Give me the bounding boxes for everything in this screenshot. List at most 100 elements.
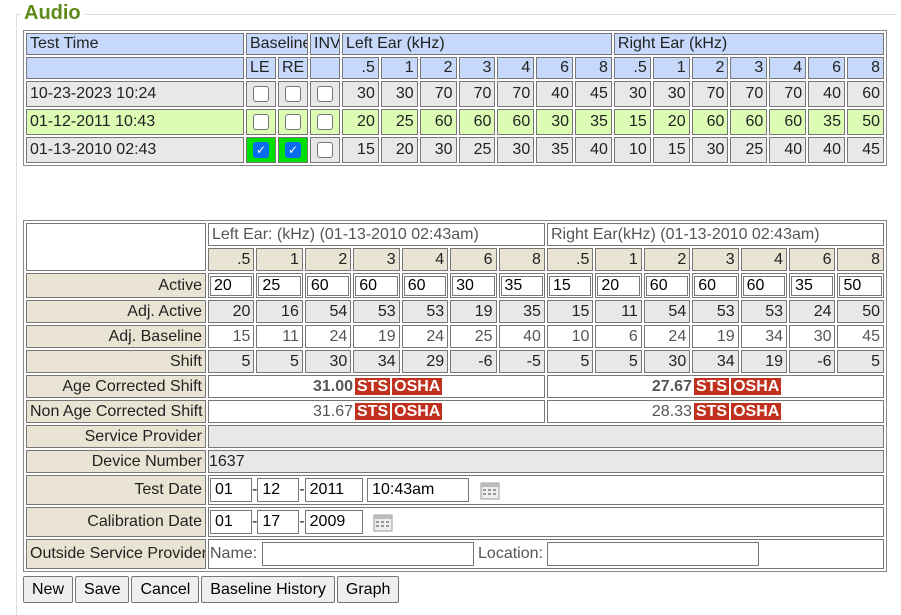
cancel-button[interactable]: Cancel bbox=[131, 576, 200, 603]
freq-header-left: 8 bbox=[575, 57, 612, 79]
active-cell bbox=[740, 273, 788, 298]
calendar-icon[interactable] bbox=[373, 512, 393, 532]
left-ear-value: 45 bbox=[575, 81, 612, 107]
table-row[interactable]: 01-12-2011 10:43 20 25 60 60 60 30 35 15 20 60 60 60… bbox=[26, 109, 884, 135]
le-checkbox[interactable] bbox=[253, 85, 269, 102]
right-active-input[interactable] bbox=[694, 275, 737, 296]
left-shift-value: 31.00 bbox=[312, 377, 353, 395]
right-adj-baseline-value: 10 bbox=[546, 325, 594, 348]
left-ear-value: 30 bbox=[536, 109, 574, 135]
audiogram-history-table: Test Time Baseline INV Left Ear (kHz) Ri… bbox=[23, 30, 887, 166]
non-age-corrected-label: Non Age Corrected Shift bbox=[26, 400, 206, 423]
calibration-date-year[interactable] bbox=[304, 510, 363, 534]
outside-name-input[interactable] bbox=[261, 542, 474, 566]
test-time: 01-12-2011 10:43 bbox=[26, 109, 244, 135]
osha-badge: OSHA bbox=[731, 377, 782, 395]
right-active-input[interactable] bbox=[548, 275, 592, 296]
inv-checkbox[interactable] bbox=[317, 85, 333, 102]
left-shift-value: 30 bbox=[304, 350, 352, 373]
active-cell bbox=[208, 273, 255, 298]
left-shift-value: -5 bbox=[498, 350, 545, 373]
left-active-input[interactable] bbox=[210, 275, 253, 296]
test-date-day[interactable] bbox=[257, 478, 300, 502]
inv-checkbox[interactable] bbox=[317, 141, 333, 158]
freq-header-left: 4 bbox=[497, 57, 535, 79]
audio-fieldset bbox=[16, 14, 897, 615]
right-active-input[interactable] bbox=[645, 275, 689, 296]
right-active-input[interactable] bbox=[597, 275, 640, 296]
left-adj-active-value: 53 bbox=[353, 300, 400, 323]
right-shift-value: 5 bbox=[595, 350, 642, 373]
left-active-input[interactable] bbox=[452, 275, 495, 296]
left-ear-value: 70 bbox=[458, 81, 496, 107]
right-adj-baseline-value: 6 bbox=[595, 325, 642, 348]
right-ear-value: 40 bbox=[808, 81, 845, 107]
active-cell bbox=[692, 273, 739, 298]
active-cell bbox=[304, 273, 352, 298]
baseline-le-cell bbox=[246, 109, 276, 135]
outside-location-input[interactable] bbox=[547, 542, 760, 566]
corner-blank bbox=[26, 223, 206, 271]
inv-checkbox[interactable] bbox=[317, 113, 333, 130]
test-date-year[interactable] bbox=[304, 478, 363, 502]
right-shift-value: 30 bbox=[643, 350, 691, 373]
right-ear-value: 60 bbox=[846, 81, 884, 107]
right-active-input[interactable] bbox=[791, 275, 834, 296]
baseline-le-cell bbox=[246, 81, 276, 107]
freq-header-right: 4 bbox=[740, 248, 788, 271]
left-active-input[interactable] bbox=[500, 275, 543, 296]
sts-badge: STS bbox=[355, 402, 391, 420]
baseline-history-button[interactable]: Baseline History bbox=[201, 576, 335, 603]
right-ear-value: 70 bbox=[691, 81, 729, 107]
graph-button[interactable]: Graph bbox=[336, 576, 400, 603]
new-button[interactable]: New bbox=[23, 576, 74, 603]
left-active-input[interactable] bbox=[403, 275, 447, 296]
left-adj-baseline-value: 25 bbox=[450, 325, 497, 348]
right-shift-value: 34 bbox=[692, 350, 739, 373]
left-ear-detail-header: Left Ear: (kHz) (01-13-2010 02:43am) bbox=[208, 223, 545, 246]
left-adj-active-value: 53 bbox=[401, 300, 449, 323]
freq-header-left: 6 bbox=[450, 248, 497, 271]
left-active-input[interactable] bbox=[258, 275, 301, 296]
header-left-ear: Left Ear (kHz) bbox=[342, 33, 612, 55]
left-shift-value: -6 bbox=[450, 350, 497, 373]
device-number-label: Device Number bbox=[26, 450, 206, 473]
right-ear-value: 70 bbox=[769, 81, 807, 107]
left-ear-value: 35 bbox=[536, 137, 574, 163]
right-adj-baseline-value: 45 bbox=[837, 325, 884, 348]
left-active-input[interactable] bbox=[355, 275, 398, 296]
test-time: 10-23-2023 10:24 bbox=[26, 81, 244, 107]
freq-header-right: 6 bbox=[789, 248, 836, 271]
calibration-date-day[interactable] bbox=[257, 510, 300, 534]
test-date-label: Test Date bbox=[26, 475, 206, 505]
calendar-icon[interactable] bbox=[480, 480, 500, 500]
right-ear-value: 40 bbox=[808, 137, 845, 163]
right-ear-value: 50 bbox=[846, 109, 884, 135]
le-checkbox[interactable] bbox=[253, 113, 269, 130]
re-checkbox[interactable] bbox=[285, 113, 301, 130]
right-adj-active-value: 24 bbox=[789, 300, 836, 323]
table-row[interactable]: 01-13-2010 02:43 ✓ ✓ 15 20 30 25 30 35 40 10 15 30 25… bbox=[26, 137, 884, 163]
re-checkbox[interactable]: ✓ bbox=[285, 141, 301, 158]
left-ear-value: 20 bbox=[380, 137, 418, 163]
freq-header-right: 2 bbox=[643, 248, 691, 271]
table-row[interactable]: 10-23-2023 10:24 30 30 70 70 70 40 45 30 30 70 70 70… bbox=[26, 81, 884, 107]
freq-header-right: 6 bbox=[808, 57, 845, 79]
left-adj-baseline-value: 15 bbox=[208, 325, 255, 348]
right-ear-value: 30 bbox=[613, 81, 651, 107]
re-checkbox[interactable] bbox=[285, 85, 301, 102]
freq-header-right: 2 bbox=[691, 57, 729, 79]
freq-header-left: 1 bbox=[380, 57, 418, 79]
right-active-input[interactable] bbox=[839, 275, 882, 296]
freq-header-right: 1 bbox=[652, 57, 690, 79]
test-time-input[interactable] bbox=[367, 478, 470, 502]
save-button[interactable]: Save bbox=[75, 576, 130, 603]
active-cell bbox=[450, 273, 497, 298]
calibration-date-month[interactable] bbox=[210, 510, 252, 534]
test-date-month[interactable] bbox=[210, 478, 252, 502]
left-active-input[interactable] bbox=[306, 275, 350, 296]
baseline-le-cell: ✓ bbox=[246, 137, 276, 163]
right-active-input[interactable] bbox=[742, 275, 786, 296]
left-age-corrected-cell: 31.00 STS OSHA bbox=[208, 375, 545, 398]
le-checkbox[interactable]: ✓ bbox=[253, 141, 269, 158]
